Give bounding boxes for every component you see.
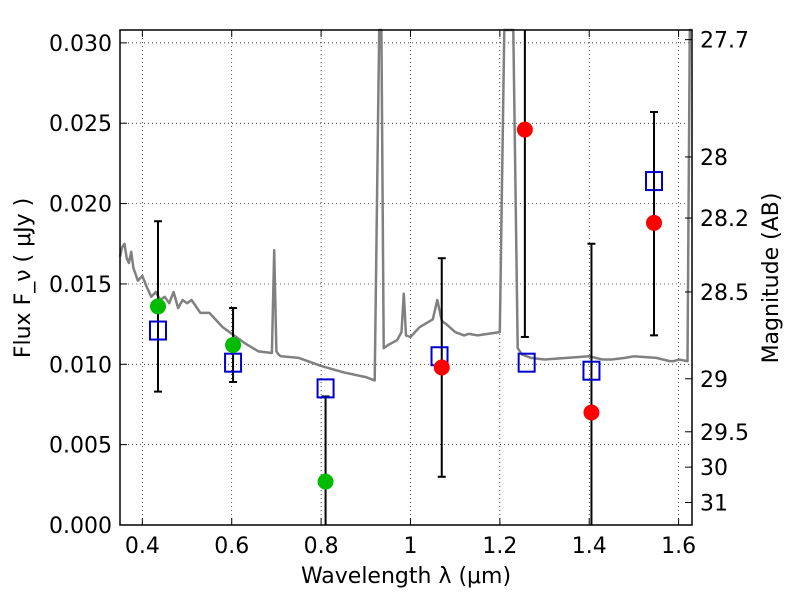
right-tick-label: 27.7	[700, 29, 749, 54]
right-axis-ticks: 27.7 28 28.2 28.5 29 29.5 30 31	[685, 29, 749, 517]
model-point	[645, 171, 664, 192]
x-tick-label: 1.4	[572, 534, 607, 559]
right-tick-label: 28	[700, 146, 728, 171]
x-tick-label: 0.4	[125, 534, 160, 559]
grid	[120, 30, 692, 526]
y-tick-label: 0.005	[49, 434, 112, 459]
x-axis-label: Wavelength λ (μm)	[301, 564, 511, 589]
observed-point-red	[646, 214, 663, 231]
model-point	[582, 360, 601, 381]
y-tick-label: 0.010	[49, 353, 112, 378]
observed-point-red	[583, 404, 600, 421]
model-point	[148, 320, 167, 341]
y-tick-label: 0.030	[49, 32, 112, 57]
y-tick-label: 0.025	[49, 112, 112, 137]
right-tick-label: 28.2	[700, 207, 749, 232]
x-tick-label: 0.6	[214, 534, 249, 559]
observed-point-green	[149, 298, 166, 315]
model-spectrum-line	[118, 28, 692, 382]
right-tick-label: 30	[700, 456, 728, 481]
x-axis-ticks: 0.4 0.6 0.8 1 1.2 1.4 1.6	[125, 30, 696, 559]
spectrum-group	[118, 28, 692, 382]
right-tick-label: 29	[700, 368, 728, 393]
model-points-group	[148, 171, 664, 399]
errorbars-group	[153, 30, 659, 525]
right-axis-label: Magnitude (AB)	[759, 193, 784, 364]
x-tick-label: 1.2	[482, 534, 517, 559]
y-tick-label: 0.015	[49, 273, 112, 298]
right-tick-label: 28.5	[700, 281, 749, 306]
plot-frame	[119, 29, 693, 526]
y-tick-label: 0.000	[49, 514, 112, 539]
model-point	[517, 352, 536, 373]
x-tick-label: 1	[403, 534, 417, 559]
y-tick-label: 0.020	[49, 193, 112, 218]
observed-point-green	[225, 337, 242, 353]
model-point	[316, 378, 335, 399]
observed-point-red	[433, 359, 450, 376]
y-axis-ticks: 0.000 0.005 0.010 0.015 0.020 0.025 0.030	[49, 32, 127, 539]
observed-point-red	[516, 121, 533, 138]
model-point	[224, 352, 243, 373]
x-tick-label: 1.6	[661, 534, 696, 559]
right-tick-label: 29.5	[700, 421, 749, 446]
observed-point-green	[317, 473, 334, 490]
observed-points-group	[149, 121, 663, 490]
right-tick-label: 31	[700, 492, 728, 517]
x-tick-label: 0.8	[304, 534, 339, 559]
y-axis-label: Flux F_ν ( μJy )	[11, 198, 36, 358]
